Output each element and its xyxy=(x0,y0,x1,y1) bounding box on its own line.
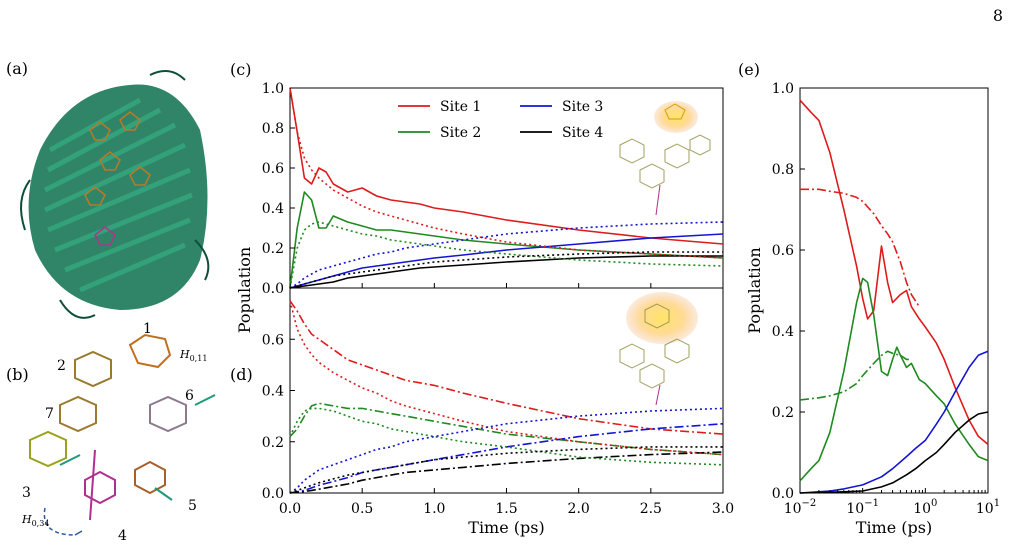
pigment-network-illustration xyxy=(29,333,216,536)
series-line-d-2 xyxy=(289,402,724,456)
ytick-label-e-2: 0.4 xyxy=(772,324,794,340)
legend-label-1: Site 1 xyxy=(440,99,481,115)
ytick-label-d-2: 0.4 xyxy=(262,384,284,400)
ytick-label-e-4: 0.8 xyxy=(772,162,794,178)
plot-frame-e xyxy=(799,87,989,494)
protein-structure-illustration xyxy=(20,70,210,319)
series-line-c-6 xyxy=(289,221,724,289)
panel-label-b: (b) xyxy=(6,365,29,384)
series-line-e-1 xyxy=(799,99,989,446)
ytick-label-e-3: 0.6 xyxy=(772,243,794,259)
series-line-c-5 xyxy=(289,87,724,259)
coupling-label-h034: H0,34 xyxy=(21,513,49,528)
series-line-e-5 xyxy=(800,188,920,308)
xtick-label-d-3: 1.5 xyxy=(495,501,517,517)
series-line-c-3 xyxy=(289,233,724,289)
series-line-d-7 xyxy=(289,407,724,494)
xtick-label-d-2: 1.0 xyxy=(423,501,445,517)
ytick-label-d-1: 0.2 xyxy=(262,435,284,451)
xtick-label-e-0: 10−2 xyxy=(784,498,817,517)
series-line-c-4 xyxy=(289,255,723,289)
series-line-d-4 xyxy=(289,451,724,494)
site-label-2: 2 xyxy=(57,358,66,374)
ytick-label-e-1: 0.2 xyxy=(772,405,794,421)
chart-e: 0.0 0.2 0.4 0.6 0.8 1.0 10−2 10−1 100 101 Time (ps… xyxy=(745,81,1000,537)
xlabel-d: Time (ps) xyxy=(468,518,544,537)
xtick-label-d-4: 2.0 xyxy=(568,501,590,517)
coupling-h011-sub: 0,11 xyxy=(190,354,208,363)
series-line-e-4 xyxy=(799,411,989,494)
ytick-label-c-0: 0.0 xyxy=(262,281,284,297)
series-line-d-5 xyxy=(289,300,724,456)
ylabel-e: Population xyxy=(745,247,764,333)
ytick-label-c-5: 1.0 xyxy=(262,81,284,97)
legend-label-3: Site 3 xyxy=(562,99,603,115)
ytick-label-d-3: 0.6 xyxy=(262,332,284,348)
site-label-6: 6 xyxy=(185,388,194,404)
ylabel-c: Population xyxy=(235,247,254,333)
coupling-h011-symbol: H xyxy=(179,348,190,361)
xtick-label-d-0: 0.0 xyxy=(279,501,301,517)
inset-highlight-d xyxy=(619,292,698,406)
ytick-label-d-0: 0.0 xyxy=(262,486,284,502)
site-label-5: 5 xyxy=(188,498,197,514)
series-line-d-1 xyxy=(289,300,724,435)
coupling-label-h011: H0,11 xyxy=(179,348,207,363)
xtick-label-d-6: 3.0 xyxy=(712,501,734,517)
ytick-label-c-4: 0.8 xyxy=(262,121,284,137)
xtick-label-e-3: 101 xyxy=(976,498,1000,517)
panel-label-d: (d) xyxy=(230,365,253,384)
ytick-label-c-3: 0.6 xyxy=(262,161,284,177)
site-label-3: 3 xyxy=(22,485,31,501)
series-line-d-6 xyxy=(289,407,724,466)
legend-label-4: Site 4 xyxy=(562,125,603,141)
ytick-label-c-1: 0.2 xyxy=(262,241,284,257)
series-line-d-8 xyxy=(289,446,723,494)
panel-label-c: (c) xyxy=(230,60,251,79)
inset-highlight-c xyxy=(619,101,711,216)
coupling-h034-symbol: H xyxy=(21,513,32,526)
xtick-label-d-1: 0.5 xyxy=(351,501,373,517)
series-line-d-3 xyxy=(289,423,724,494)
xtick-label-e-2: 100 xyxy=(913,498,937,517)
panel-label-a: (a) xyxy=(6,59,28,78)
site-label-4: 4 xyxy=(118,528,127,544)
chart-c: 0.0 0.2 0.4 0.6 0.8 1.0 Population Site 1 Site 2… xyxy=(235,81,724,333)
site-label-7: 7 xyxy=(45,406,54,422)
series-line-c-7 xyxy=(289,221,724,289)
series-line-e-6 xyxy=(799,350,912,401)
series-line-c-1 xyxy=(289,87,724,245)
coupling-h034-sub: 0,34 xyxy=(32,519,50,528)
xtick-label-d-5: 2.5 xyxy=(640,501,662,517)
ytick-label-e-5: 1.0 xyxy=(772,81,794,97)
legend-label-2: Site 2 xyxy=(440,125,481,141)
site-label-1: 1 xyxy=(143,321,152,337)
xtick-label-e-1: 10−1 xyxy=(846,498,879,517)
series-line-c-2 xyxy=(289,191,724,289)
panel-label-e: (e) xyxy=(738,60,760,79)
series-line-e-3 xyxy=(799,350,989,494)
chart-d: 0.0 0.2 0.4 0.6 0.0 0.5 1.0 1.5 2.0 2.5 3.0 Time (p… xyxy=(262,287,734,537)
xlabel-e: Time (ps) xyxy=(856,518,932,537)
series-line-e-2 xyxy=(799,277,989,482)
ytick-label-e-0: 0.0 xyxy=(772,486,794,502)
ytick-label-c-2: 0.4 xyxy=(262,201,284,217)
page-number: 8 xyxy=(992,6,1003,25)
